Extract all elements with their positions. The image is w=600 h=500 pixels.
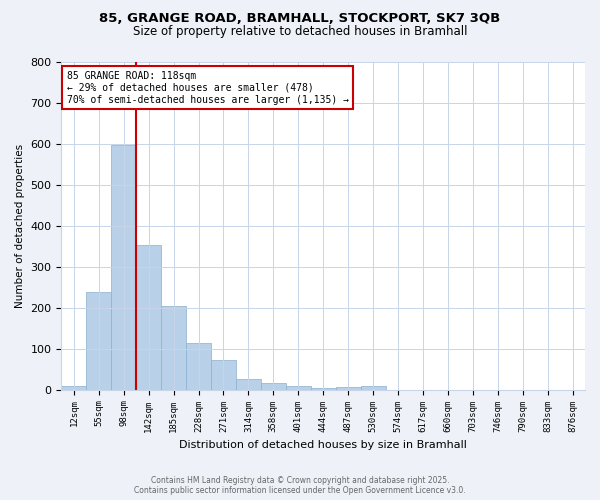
Bar (61, 386, 86, 390)
Bar (261, 382, 286, 390)
Bar (286, 386, 311, 390)
Bar (361, 386, 386, 390)
Bar (335, 387, 361, 390)
Bar (311, 388, 335, 390)
Text: Size of property relative to detached houses in Bramhall: Size of property relative to detached ho… (133, 25, 467, 38)
Bar (136, 246, 161, 390)
Bar (161, 306, 186, 390)
Bar (236, 378, 261, 390)
Y-axis label: Number of detached properties: Number of detached properties (15, 144, 25, 308)
Bar (86, 292, 111, 390)
X-axis label: Distribution of detached houses by size in Bramhall: Distribution of detached houses by size … (179, 440, 467, 450)
Bar (211, 360, 236, 390)
Text: Contains HM Land Registry data © Crown copyright and database right 2025.
Contai: Contains HM Land Registry data © Crown c… (134, 476, 466, 495)
Text: 85 GRANGE ROAD: 118sqm
← 29% of detached houses are smaller (478)
70% of semi-de: 85 GRANGE ROAD: 118sqm ← 29% of detached… (67, 72, 349, 104)
Bar (186, 342, 211, 390)
Bar (111, 145, 136, 390)
Text: 85, GRANGE ROAD, BRAMHALL, STOCKPORT, SK7 3QB: 85, GRANGE ROAD, BRAMHALL, STOCKPORT, SK… (100, 12, 500, 26)
